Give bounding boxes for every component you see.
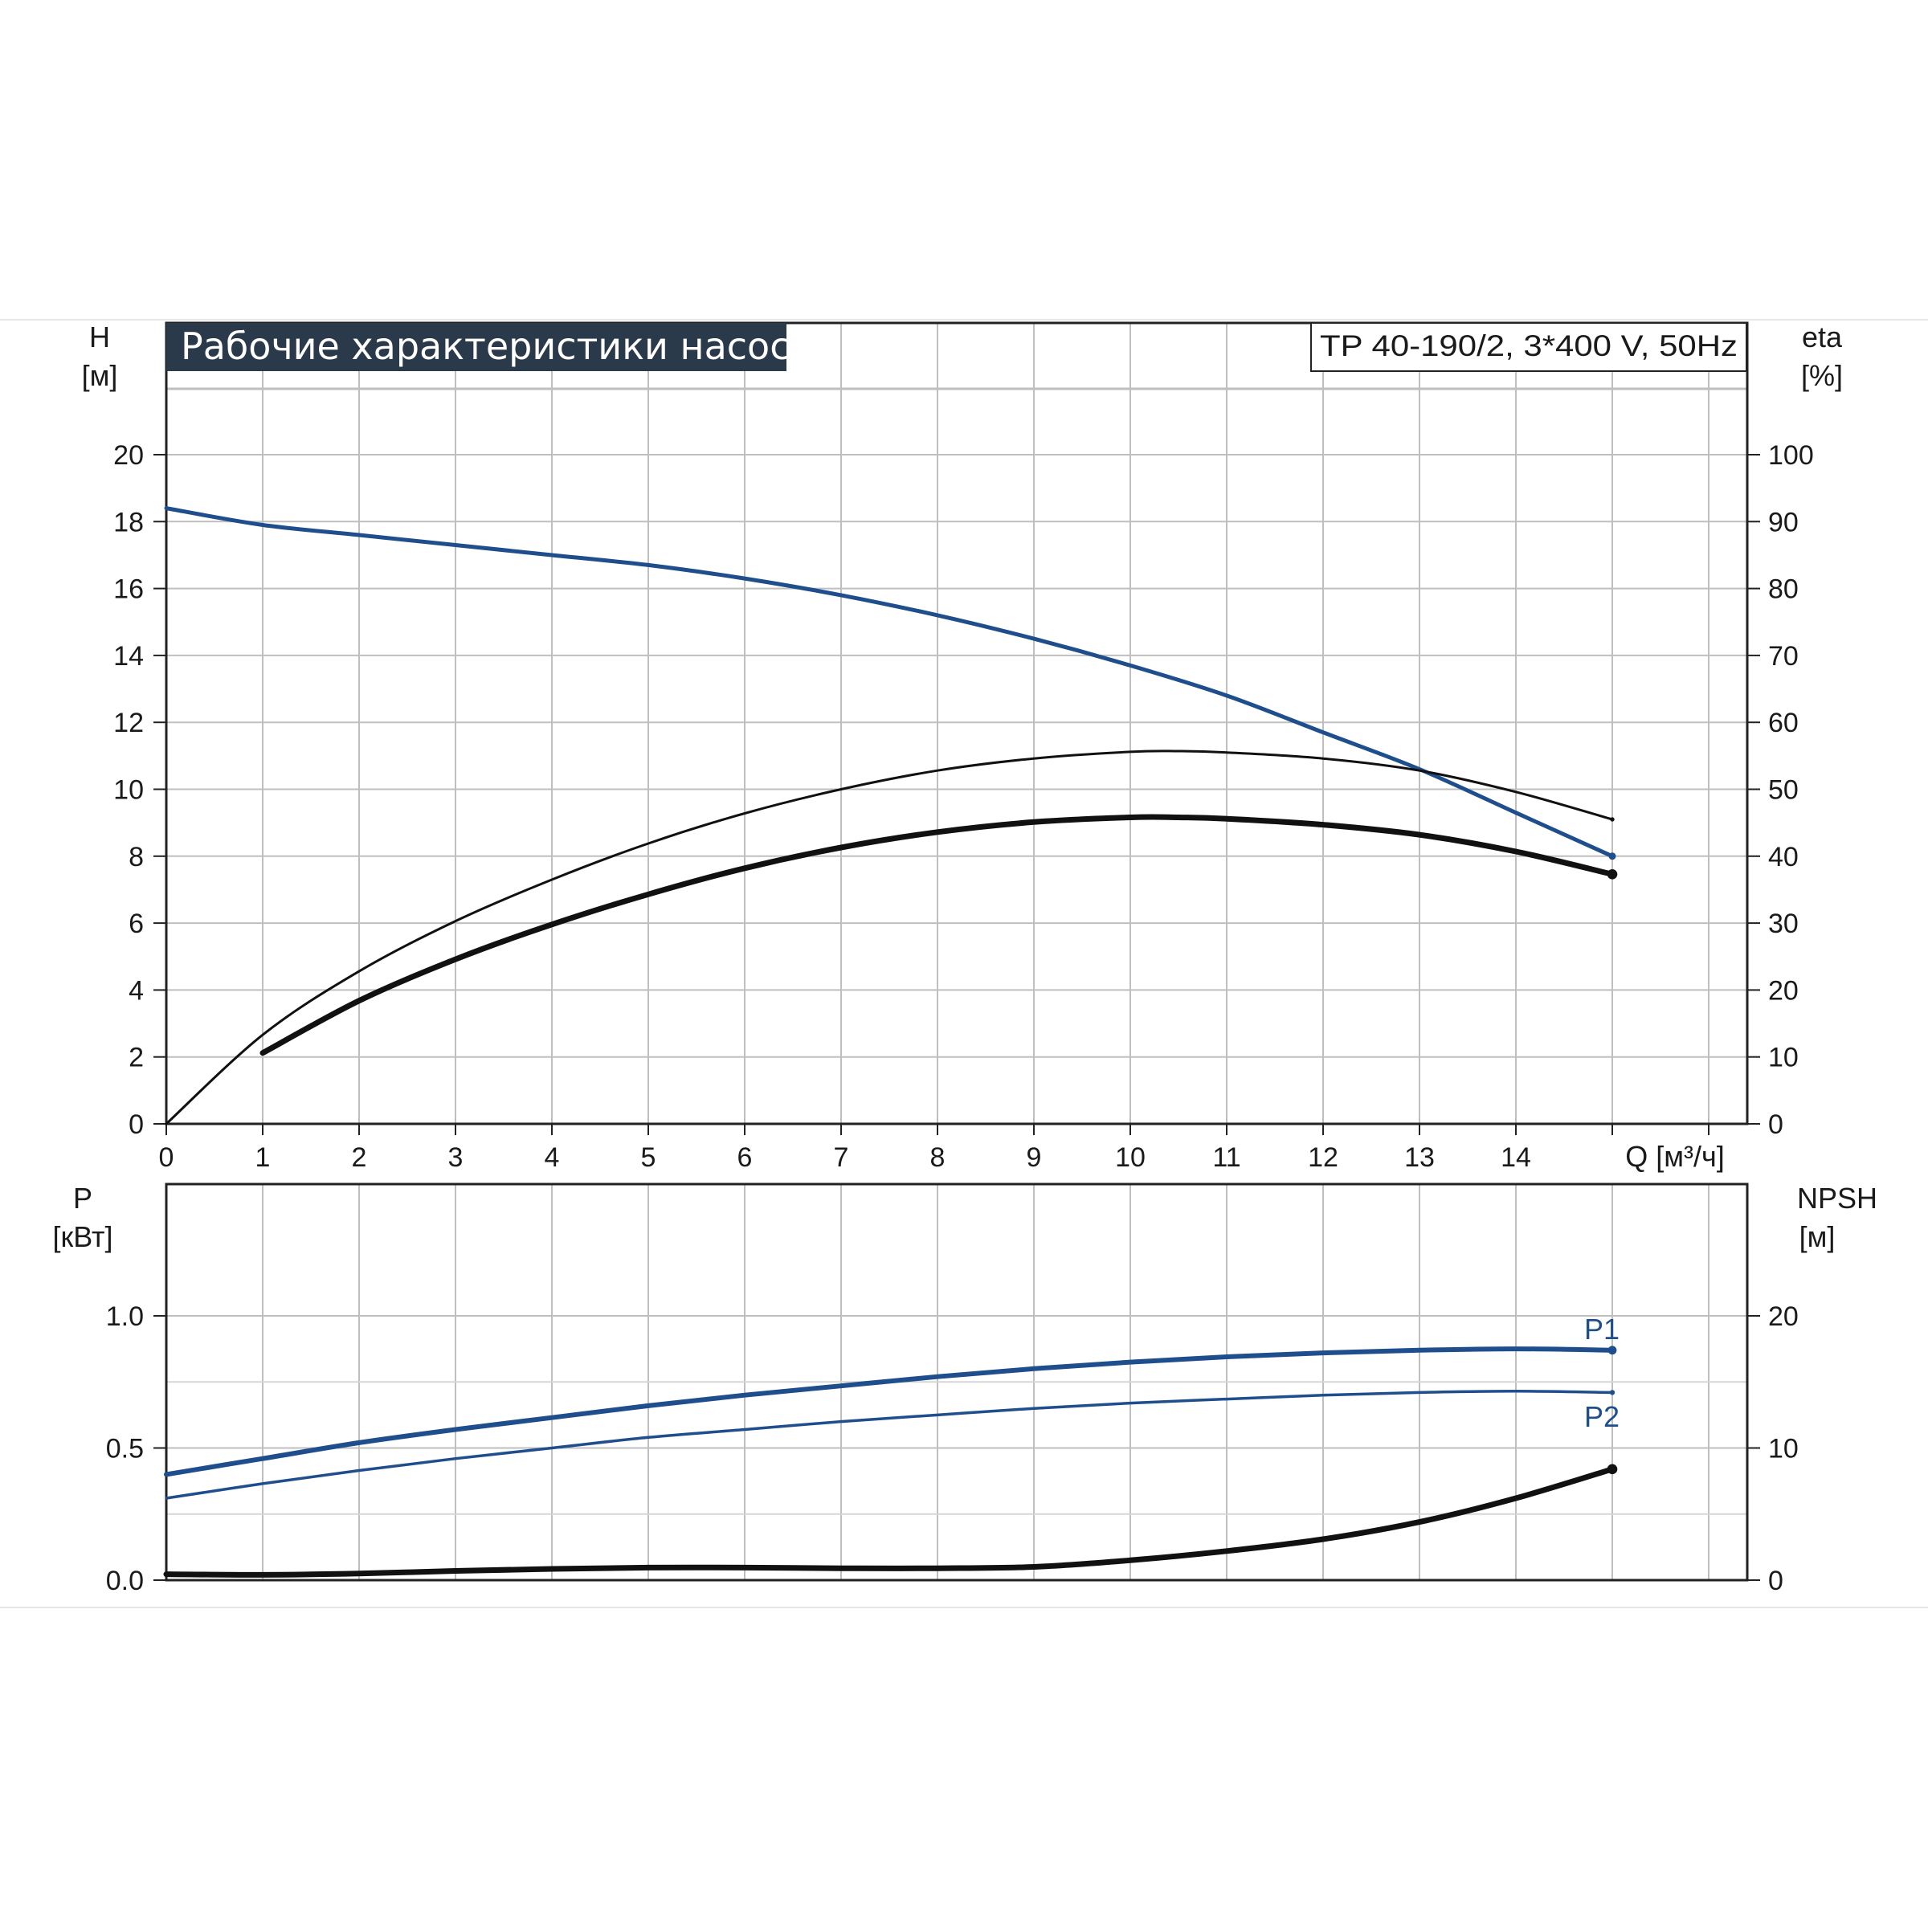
right-tick-label: 0 <box>1768 1109 1783 1140</box>
model-label: TP 40-190/2, 3*400 V, 50Hz <box>1320 329 1738 362</box>
upper-right-axis-unit: [%] <box>1801 359 1843 392</box>
left-tick-label: 8 <box>129 842 144 872</box>
x-tick-label: 1 <box>255 1142 271 1173</box>
x-tick-label: 14 <box>1501 1142 1531 1173</box>
curve-3-endpoint <box>1607 868 1618 880</box>
left-tick-label: 0.5 <box>106 1434 144 1464</box>
upper-left-ticks: 0 2 4 6 8 10 12 14 16 18 20 <box>113 440 166 1140</box>
right-tick-label: 60 <box>1768 708 1799 738</box>
right-tick-label: 70 <box>1768 641 1799 672</box>
p1-curve-1 <box>164 1346 1615 1477</box>
upper-x-ticks: 0 1 2 3 4 5 6 7 8 9 10 11 12 13 14 <box>159 1124 1709 1173</box>
left-tick-label: 0 <box>129 1109 144 1140</box>
x-tick-label: 4 <box>545 1142 560 1173</box>
lower-left-ticks: 0.0 0.5 1.0 <box>106 1301 166 1596</box>
x-tick-label: 11 <box>1212 1142 1240 1173</box>
upper-left-axis-unit: [м] <box>82 359 118 392</box>
curve-1 <box>164 506 1615 859</box>
x-tick-label: 0 <box>159 1142 174 1173</box>
x-tick-label: 12 <box>1308 1142 1338 1173</box>
left-tick-label: 1.0 <box>106 1301 144 1332</box>
p1-curve-1-endpoint <box>1607 1346 1617 1355</box>
right-tick-label: 40 <box>1768 842 1799 872</box>
lower-plot-frame <box>165 1182 1749 1582</box>
lower-left-axis-label: P <box>73 1182 92 1215</box>
right-tick-label: 20 <box>1768 1301 1799 1332</box>
curve-1-endpoint <box>1608 852 1616 860</box>
x-tick-label: 2 <box>352 1142 367 1173</box>
left-tick-label: 4 <box>129 975 144 1006</box>
left-tick-label: 10 <box>113 775 144 806</box>
right-tick-label: 20 <box>1768 975 1799 1006</box>
upper-right-ticks: 0 10 20 30 40 50 60 70 80 90 100 <box>1747 440 1814 1140</box>
p2-curve-2 <box>165 1390 1614 1500</box>
upper-left-axis-label: H <box>89 321 110 353</box>
lower-right-ticks: 0 10 20 <box>1747 1301 1799 1596</box>
x-tick-label: 5 <box>641 1142 656 1173</box>
curve-2-endpoint <box>1610 817 1615 822</box>
lower-left-axis-unit: [кВт] <box>52 1220 112 1253</box>
right-tick-label: 30 <box>1768 909 1799 939</box>
x-tick-label: 7 <box>834 1142 849 1173</box>
x-tick-label: 6 <box>737 1142 753 1173</box>
x-axis-label: Q [м³/ч] <box>1625 1140 1725 1173</box>
upper-plot-frame <box>165 321 1749 1125</box>
left-tick-label: 14 <box>113 641 144 672</box>
x-tick-label: 13 <box>1404 1142 1435 1173</box>
right-tick-label: 90 <box>1768 507 1799 537</box>
p2-curve-2-endpoint <box>1609 1390 1616 1395</box>
right-tick-label: 50 <box>1768 775 1799 806</box>
x-tick-label: 9 <box>1027 1142 1042 1173</box>
curve-2 <box>165 750 1614 1125</box>
upper-curves <box>164 506 1618 1125</box>
model-label-box <box>1310 322 1747 372</box>
lower-curves <box>163 1346 1618 1578</box>
upper-right-axis-label: eta <box>1802 321 1843 353</box>
curve-3-endpoint <box>1607 1464 1618 1475</box>
left-tick-label: 0.0 <box>106 1566 144 1596</box>
left-tick-label: 18 <box>113 507 144 537</box>
curve-3 <box>259 814 1616 1056</box>
upper-grid <box>166 323 1747 1125</box>
lower-grid <box>166 1184 1747 1581</box>
x-tick-label: 3 <box>448 1142 464 1173</box>
lower-right-axis-unit: [м] <box>1799 1220 1836 1253</box>
left-tick-label: 16 <box>113 574 144 605</box>
p1-series-label: P1 <box>1584 1313 1620 1346</box>
x-tick-label: 8 <box>930 1142 946 1173</box>
curve-3 <box>163 1466 1616 1578</box>
lower-plot: 0.0 0.5 1.0 0 10 20 P [кВт] NPSH [м] P1 P2 <box>52 1182 1877 1596</box>
left-tick-label: 20 <box>113 440 144 471</box>
right-tick-label: 100 <box>1768 440 1814 471</box>
x-tick-label: 10 <box>1115 1142 1146 1173</box>
right-tick-label: 80 <box>1768 574 1799 605</box>
right-tick-label: 10 <box>1768 1434 1799 1464</box>
left-tick-label: 12 <box>113 708 144 738</box>
lower-right-axis-label: NPSH <box>1797 1182 1877 1215</box>
left-tick-label: 2 <box>129 1043 144 1073</box>
right-tick-label: 0 <box>1768 1566 1783 1596</box>
p2-series-label: P2 <box>1584 1400 1620 1433</box>
chart-title: Рабочие характеристики насоса <box>181 325 813 368</box>
right-tick-label: 10 <box>1768 1043 1799 1073</box>
title-box <box>166 323 786 371</box>
left-tick-label: 6 <box>129 909 144 939</box>
